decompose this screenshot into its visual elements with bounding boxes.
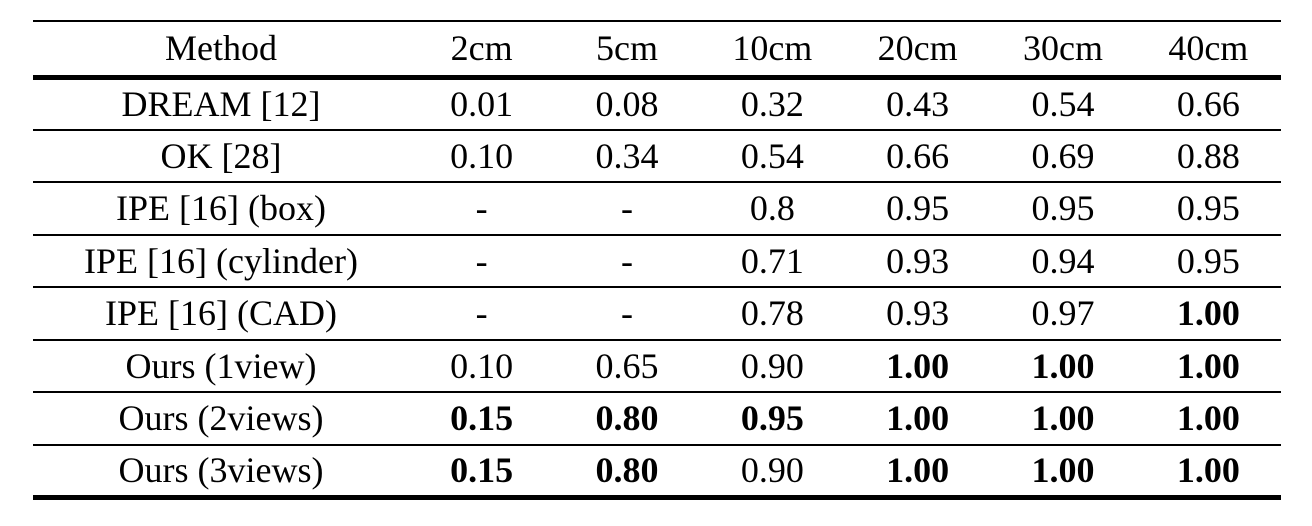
value-cell: 0.66 <box>844 129 991 183</box>
table-header: Method 2cm 5cm 10cm 20cm 30cm 40cm <box>33 20 1281 80</box>
value-cell: 1.00 <box>990 339 1136 393</box>
value-cell: 0.71 <box>699 234 845 288</box>
column-header-2cm: 2cm <box>409 20 555 80</box>
table-body: DREAM [12] 0.01 0.08 0.32 0.43 0.54 0.66 OK [28… <box>33 77 1281 500</box>
results-table: Method 2cm 5cm 10cm 20cm 30cm 40cm DREAM [12] 0… <box>33 20 1281 500</box>
value-cell: 0.97 <box>990 287 1136 341</box>
method-cell: IPE [16] (box) <box>33 182 409 236</box>
value-cell: 0.54 <box>990 77 1136 131</box>
value-cell: - <box>409 234 555 288</box>
value-cell: - <box>554 234 700 288</box>
header-row: Method 2cm 5cm 10cm 20cm 30cm 40cm <box>33 20 1281 80</box>
table-row: Ours (3views) 0.15 0.80 0.90 1.00 1.00 1.00 <box>33 444 1281 500</box>
value-cell: 0.95 <box>1135 234 1281 288</box>
value-cell: 0.90 <box>699 444 845 500</box>
value-cell: 0.78 <box>699 287 845 341</box>
value-cell: 0.95 <box>844 182 991 236</box>
value-cell: 1.00 <box>844 444 991 500</box>
method-cell: OK [28] <box>33 129 409 183</box>
table-row: DREAM [12] 0.01 0.08 0.32 0.43 0.54 0.66 <box>33 77 1281 131</box>
value-cell: 0.69 <box>990 129 1136 183</box>
value-cell: 1.00 <box>844 392 991 446</box>
value-cell: 1.00 <box>990 392 1136 446</box>
value-cell: 0.66 <box>1135 77 1281 131</box>
value-cell: 0.94 <box>990 234 1136 288</box>
value-cell: 0.10 <box>409 339 555 393</box>
table-row: Ours (2views) 0.15 0.80 0.95 1.00 1.00 1.00 <box>33 392 1281 446</box>
value-cell: 0.65 <box>554 339 700 393</box>
column-header-5cm: 5cm <box>554 20 700 80</box>
value-cell: 0.95 <box>1135 182 1281 236</box>
method-cell: IPE [16] (CAD) <box>33 287 409 341</box>
value-cell: - <box>554 182 700 236</box>
table-row: IPE [16] (CAD) - -0.78 0.93 0.97 1.00 <box>33 287 1281 341</box>
value-cell: - <box>409 182 555 236</box>
table-row: IPE [16] (cylinder) - -0.71 0.93 0.94 0.95 <box>33 234 1281 288</box>
value-cell: 1.00 <box>1135 392 1281 446</box>
table-row: Ours (1view) 0.10 0.65 0.90 1.00 1.00 1.00 <box>33 339 1281 393</box>
value-cell: 0.93 <box>844 234 991 288</box>
value-cell: 0.43 <box>844 77 991 131</box>
value-cell: 0.15 <box>409 444 555 500</box>
value-cell: 0.54 <box>699 129 845 183</box>
value-cell: 1.00 <box>844 339 991 393</box>
value-cell: 1.00 <box>1135 339 1281 393</box>
value-cell: - <box>409 287 555 341</box>
method-cell: Ours (1view) <box>33 339 409 393</box>
value-cell: 0.34 <box>554 129 700 183</box>
value-cell: 0.80 <box>554 392 700 446</box>
method-cell: DREAM [12] <box>33 77 409 131</box>
value-cell: 0.8 <box>699 182 845 236</box>
column-header-30cm: 30cm <box>990 20 1136 80</box>
column-header-40cm: 40cm <box>1135 20 1281 80</box>
table-row: OK [28] 0.10 0.34 0.54 0.66 0.69 0.88 <box>33 129 1281 183</box>
value-cell: 0.15 <box>409 392 555 446</box>
method-cell: Ours (3views) <box>33 444 409 500</box>
column-header-10cm: 10cm <box>699 20 845 80</box>
value-cell: 0.88 <box>1135 129 1281 183</box>
column-header-20cm: 20cm <box>844 20 991 80</box>
value-cell: 0.10 <box>409 129 555 183</box>
value-cell: - <box>554 287 700 341</box>
column-header-method: Method <box>33 20 409 80</box>
method-cell: IPE [16] (cylinder) <box>33 234 409 288</box>
value-cell: 0.90 <box>699 339 845 393</box>
value-cell: 0.32 <box>699 77 845 131</box>
value-cell: 1.00 <box>1135 444 1281 500</box>
value-cell: 0.08 <box>554 77 700 131</box>
value-cell: 0.01 <box>409 77 555 131</box>
table-row: IPE [16] (box) - -0.8 0.95 0.95 0.95 <box>33 182 1281 236</box>
method-cell: Ours (2views) <box>33 392 409 446</box>
value-cell: 0.95 <box>699 392 845 446</box>
value-cell: 0.93 <box>844 287 991 341</box>
value-cell: 0.95 <box>990 182 1136 236</box>
value-cell: 1.00 <box>990 444 1136 500</box>
value-cell: 1.00 <box>1135 287 1281 341</box>
value-cell: 0.80 <box>554 444 700 500</box>
